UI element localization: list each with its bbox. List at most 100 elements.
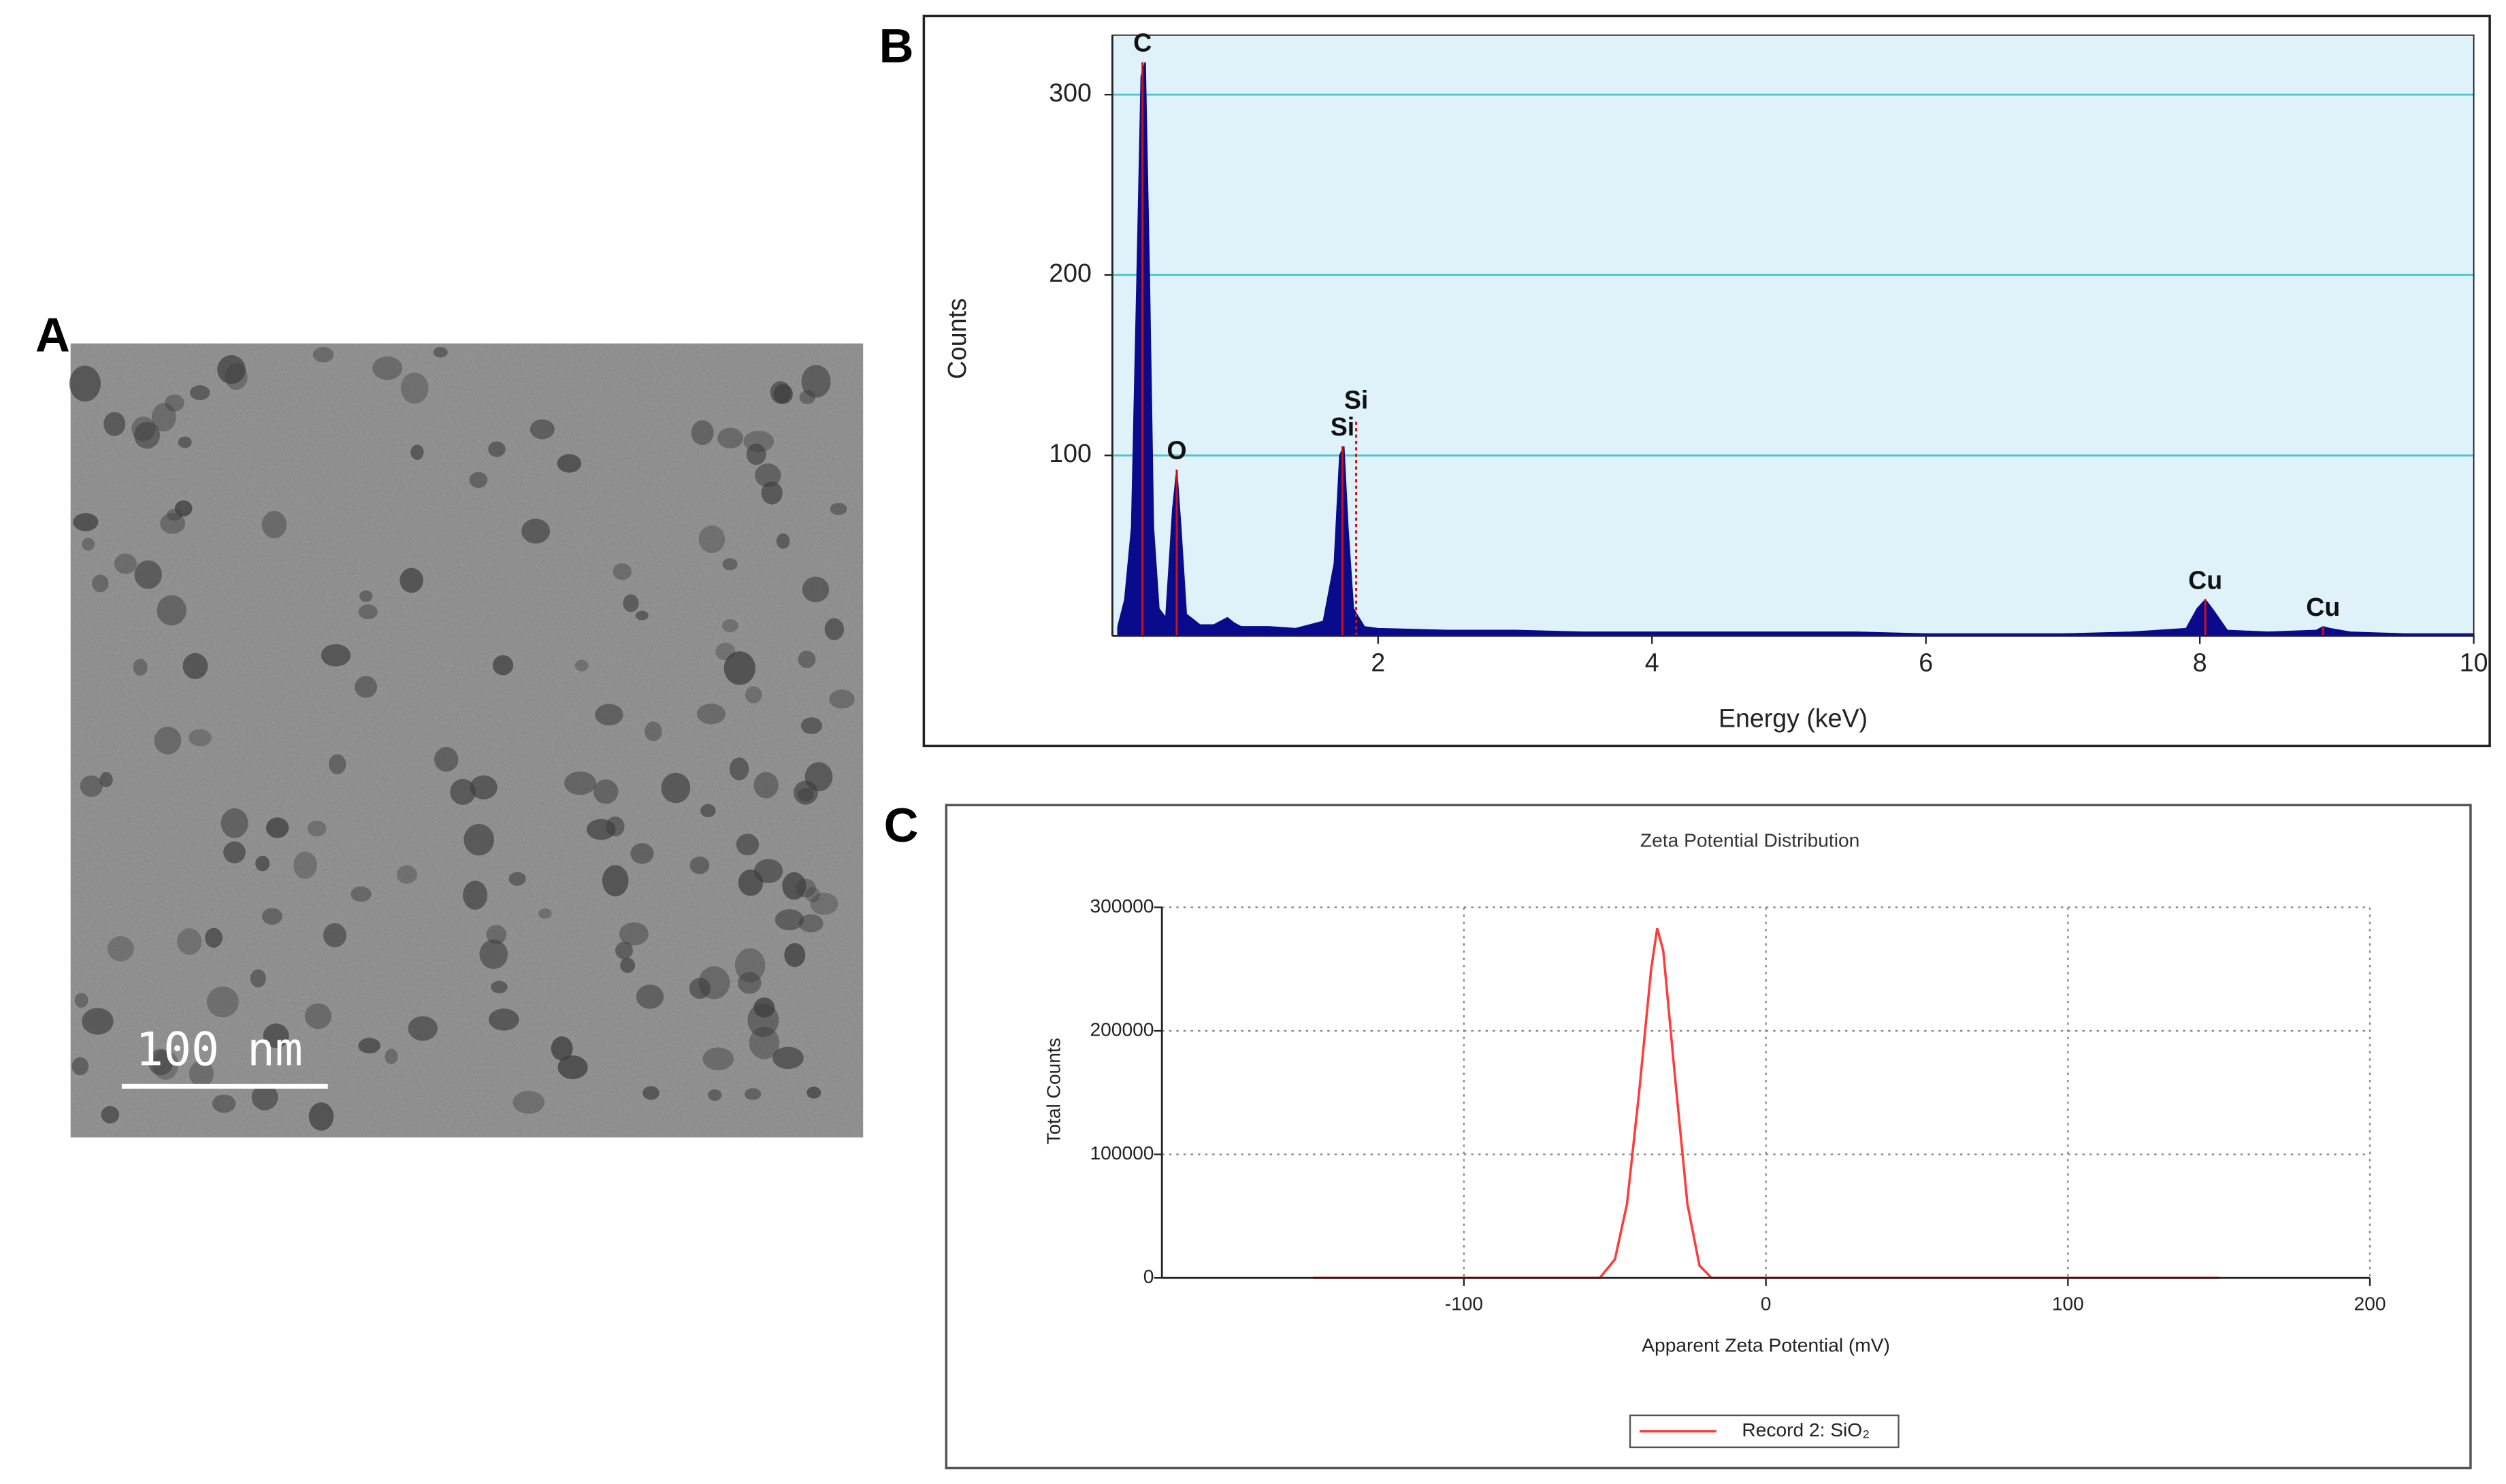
particle	[784, 943, 806, 968]
particle	[329, 754, 346, 774]
x-axis-label: Apparent Zeta Potential (mV)	[1642, 1334, 1890, 1356]
particle	[92, 574, 109, 593]
peak-label: Cu	[2188, 565, 2222, 594]
particle	[223, 841, 246, 863]
particle	[293, 851, 317, 879]
panel-label: B	[879, 18, 914, 72]
particle	[133, 659, 148, 676]
y-tick-label: 100000	[1090, 1142, 1154, 1164]
particle	[761, 481, 783, 505]
particle	[131, 416, 156, 442]
particle	[470, 775, 498, 799]
particle	[154, 726, 182, 755]
particle	[261, 908, 282, 925]
particle	[722, 558, 738, 571]
particle	[776, 533, 790, 549]
particle	[796, 878, 816, 897]
peak-label: C	[1133, 29, 1152, 57]
particle	[255, 855, 270, 872]
y-tick-label: 300	[1049, 78, 1092, 107]
particle	[463, 880, 488, 910]
particle	[797, 787, 815, 802]
y-tick-label: 100	[1049, 439, 1092, 467]
particle	[586, 819, 616, 840]
peak-label: Si	[1344, 385, 1368, 414]
particle	[372, 356, 403, 380]
x-tick-label: 0	[1761, 1292, 1772, 1314]
particle	[488, 441, 506, 457]
particle	[205, 927, 223, 948]
particle	[73, 512, 99, 531]
particle	[486, 925, 507, 944]
particle	[557, 1055, 588, 1080]
particle	[830, 503, 847, 515]
series-line	[1313, 927, 2219, 1279]
particle	[69, 365, 101, 402]
particle	[359, 590, 373, 602]
particle	[355, 676, 378, 698]
particle	[753, 772, 779, 799]
particle	[157, 595, 186, 626]
particle	[174, 500, 193, 517]
particle	[217, 355, 246, 384]
particle	[696, 704, 726, 725]
particle	[492, 655, 514, 676]
particle	[351, 886, 372, 902]
particle	[74, 993, 88, 1008]
particle	[521, 518, 551, 544]
y-axis-label: Counts	[943, 298, 971, 379]
image-noise	[70, 343, 864, 1138]
y-tick-label: 200000	[1090, 1018, 1154, 1040]
x-tick-label: 6	[1919, 648, 1933, 677]
particle	[689, 978, 711, 999]
particle	[164, 394, 184, 412]
x-tick-label: -100	[1445, 1292, 1483, 1314]
particle	[114, 553, 137, 574]
plot-frame	[1111, 34, 2475, 637]
tem-image	[69, 343, 864, 1138]
particle	[661, 772, 691, 804]
particle	[538, 908, 552, 919]
particle	[635, 610, 649, 621]
particle	[221, 808, 248, 838]
particle	[645, 721, 662, 742]
particle	[595, 704, 623, 726]
particle	[358, 604, 378, 620]
particle	[753, 997, 775, 1018]
particle	[824, 618, 844, 640]
particle	[479, 939, 508, 970]
particle	[744, 1088, 762, 1100]
particle	[107, 936, 134, 961]
particle	[99, 772, 113, 788]
particle	[176, 928, 202, 955]
particle	[101, 1106, 120, 1124]
particle	[321, 644, 351, 667]
particle	[729, 757, 749, 780]
chart-title: Zeta Potential Distribution	[1640, 829, 1859, 851]
particle	[734, 948, 766, 983]
peak-label: Si	[1331, 412, 1354, 441]
particle	[613, 563, 632, 580]
particle	[189, 729, 212, 746]
y-tick-label: 0	[1143, 1266, 1154, 1287]
panel-label: A	[35, 308, 70, 361]
particle	[800, 717, 823, 734]
particle	[636, 985, 664, 1009]
particle	[206, 986, 239, 1018]
y-tick-label: 200	[1049, 259, 1092, 287]
particle	[71, 1057, 89, 1076]
particle	[782, 872, 807, 900]
particle	[737, 972, 762, 994]
particle	[148, 1049, 174, 1076]
particle	[810, 893, 839, 915]
particle	[261, 510, 287, 539]
scale-bar: 100 nm	[121, 1023, 328, 1089]
particle	[400, 567, 423, 593]
particle	[754, 463, 781, 488]
particle	[736, 834, 760, 856]
plot-background	[1112, 35, 2474, 636]
particle	[250, 969, 266, 988]
scale-bar-label: 100 nm	[135, 1023, 303, 1077]
